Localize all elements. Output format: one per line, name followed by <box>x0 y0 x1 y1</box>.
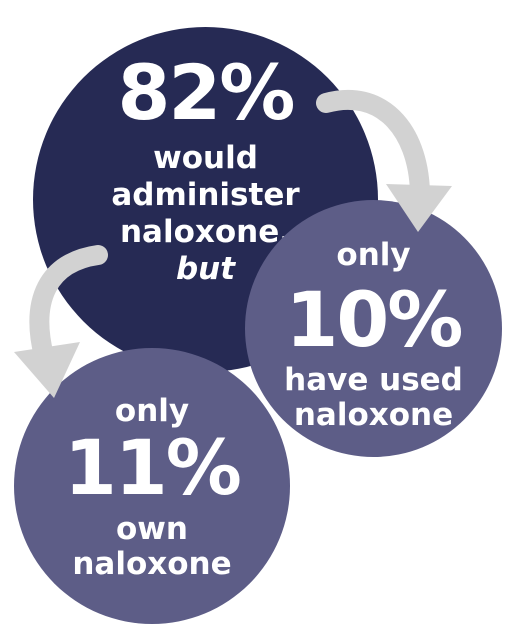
stat-circle-have-used: only 10% have used naloxone <box>245 200 502 457</box>
stat-percent-own: 11% <box>64 423 242 512</box>
stat-prefix-only: only <box>336 237 411 273</box>
stat-caption-line-but: but <box>175 251 236 287</box>
stat-percent-would-administer: 82% <box>117 48 296 137</box>
stat-caption-line-1: would <box>153 140 258 176</box>
stat-prefix-only: only <box>114 393 190 429</box>
stat-caption-line-1: have used <box>284 362 463 398</box>
stat-circle-own: only 11% own naloxone <box>14 348 290 624</box>
stat-caption-line-2: naloxone <box>293 397 454 433</box>
stat-caption-line-1: own <box>115 511 188 547</box>
stat-caption-line-2: naloxone <box>72 546 232 582</box>
stat-caption-line-3: naloxone, <box>119 214 292 250</box>
stat-percent-have-used: 10% <box>285 275 464 364</box>
stat-caption-line-2: administer <box>111 177 300 213</box>
